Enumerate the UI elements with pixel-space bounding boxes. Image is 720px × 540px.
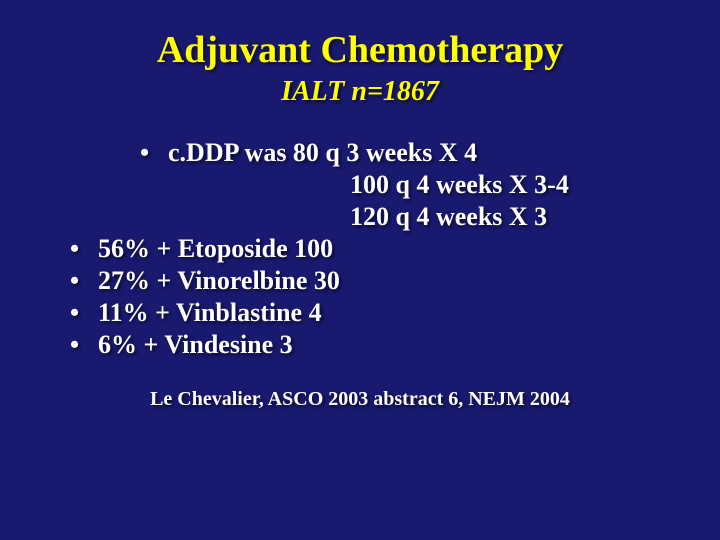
slide-content: •c.DDP was 80 q 3 weeks X 4 100 q 4 week… [40,138,680,360]
main-bullet-text: 27% + Vinorelbine 30 [98,266,340,295]
main-bullet-text: 56% + Etoposide 100 [98,234,333,263]
bullet-icon: • [70,266,98,296]
sub-bullet-line: •c.DDP was 80 q 3 weeks X 4 [140,138,680,168]
indent-line-2: 120 q 4 weeks X 3 [350,202,680,232]
slide-container: Adjuvant Chemotherapy IALT n=1867 •c.DDP… [0,0,720,540]
bullet-icon: • [70,234,98,264]
bullet-icon: • [140,138,168,168]
citation-text: Le Chevalier, ASCO 2003 abstract 6, NEJM… [40,388,680,411]
sub-bullet-text: c.DDP was 80 q 3 weeks X 4 [168,138,477,167]
slide-title: Adjuvant Chemotherapy [40,28,680,72]
indent-line-1: 100 q 4 weeks X 3-4 [350,170,680,200]
main-bullet-text: 6% + Vindesine 3 [98,330,293,359]
main-bullet-3: •11% + Vinblastine 4 [70,298,680,328]
main-bullet-1: •56% + Etoposide 100 [70,234,680,264]
bullet-icon: • [70,330,98,360]
main-bullet-text: 11% + Vinblastine 4 [98,298,322,327]
slide-subtitle: IALT n=1867 [40,76,680,108]
bullet-icon: • [70,298,98,328]
main-bullet-2: •27% + Vinorelbine 30 [70,266,680,296]
main-bullet-4: •6% + Vindesine 3 [70,330,680,360]
